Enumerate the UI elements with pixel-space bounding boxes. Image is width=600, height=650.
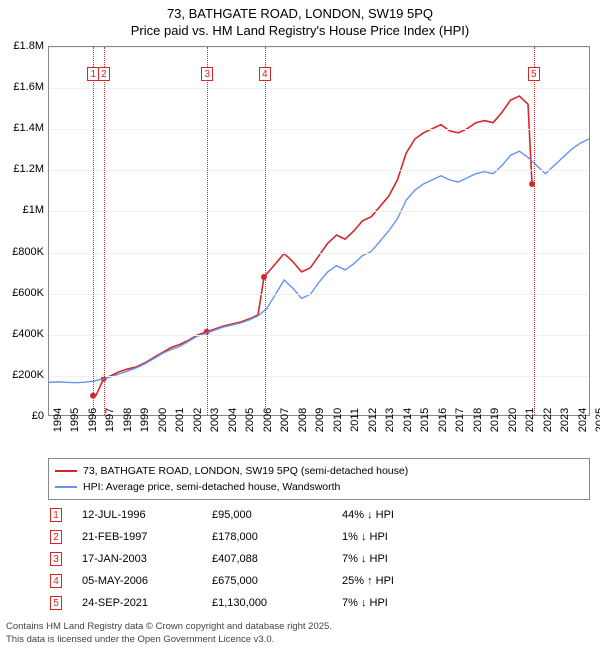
series-line bbox=[49, 139, 589, 383]
x-axis-label: 2009 bbox=[314, 408, 326, 432]
event-marker: 3 bbox=[201, 67, 213, 81]
event-price: £675,000 bbox=[212, 575, 322, 587]
x-axis-label: 2011 bbox=[349, 408, 361, 432]
event-marker: 5 bbox=[528, 67, 540, 81]
x-axis-label: 2000 bbox=[157, 408, 169, 432]
event-marker: 4 bbox=[259, 67, 271, 81]
legend-item: 73, BATHGATE ROAD, LONDON, SW19 5PQ (sem… bbox=[55, 463, 583, 479]
y-axis-label: £200K bbox=[4, 369, 44, 381]
event-date: 24-SEP-2021 bbox=[82, 597, 192, 609]
x-axis-label: 2004 bbox=[227, 408, 239, 432]
x-axis-label: 1999 bbox=[139, 408, 151, 432]
event-vertical-line bbox=[207, 47, 208, 415]
event-delta: 7% ↓ HPI bbox=[342, 597, 452, 609]
event-price: £407,088 bbox=[212, 553, 322, 565]
x-axis-label: 2013 bbox=[384, 408, 396, 432]
title-line-2: Price paid vs. HM Land Registry's House … bbox=[0, 23, 600, 40]
series-line bbox=[93, 96, 533, 396]
event-num-badge: 5 bbox=[50, 596, 62, 610]
x-axis-label: 2003 bbox=[209, 408, 221, 432]
footer-line-1: Contains HM Land Registry data © Crown c… bbox=[6, 621, 332, 633]
y-axis-label: £0 bbox=[4, 410, 44, 422]
event-table-row: 3 17-JAN-2003 £407,088 7% ↓ HPI bbox=[48, 548, 590, 570]
y-axis-label: £1.2M bbox=[4, 163, 44, 175]
x-axis-label: 2012 bbox=[367, 408, 379, 432]
x-axis-label: 1996 bbox=[87, 408, 99, 432]
x-axis-label: 2005 bbox=[244, 408, 256, 432]
x-axis-label: 1995 bbox=[69, 408, 81, 432]
event-price: £1,130,000 bbox=[212, 597, 322, 609]
event-date: 12-JUL-1996 bbox=[82, 509, 192, 521]
events-table: 1 12-JUL-1996 £95,000 44% ↓ HPI 2 21-FEB-1997… bbox=[48, 504, 590, 614]
event-vertical-line bbox=[534, 47, 535, 415]
y-axis-label: £800K bbox=[4, 246, 44, 258]
event-vertical-line bbox=[93, 47, 94, 415]
x-axis-label: 2017 bbox=[454, 408, 466, 432]
chart-header: 73, BATHGATE ROAD, LONDON, SW19 5PQ Pric… bbox=[0, 0, 600, 40]
x-axis-label: 2015 bbox=[419, 408, 431, 432]
footer-attribution: Contains HM Land Registry data © Crown c… bbox=[6, 621, 332, 646]
event-price: £95,000 bbox=[212, 509, 322, 521]
x-axis-label: 2010 bbox=[332, 408, 344, 432]
event-delta: 7% ↓ HPI bbox=[342, 553, 452, 565]
event-num-badge: 2 bbox=[50, 530, 62, 544]
y-axis-label: £1.8M bbox=[4, 40, 44, 52]
event-delta: 1% ↓ HPI bbox=[342, 531, 452, 543]
x-axis-label: 2008 bbox=[297, 408, 309, 432]
x-axis-label: 2019 bbox=[489, 408, 501, 432]
x-axis-label: 2020 bbox=[507, 408, 519, 432]
event-delta: 44% ↓ HPI bbox=[342, 509, 452, 521]
x-axis-label: 2001 bbox=[174, 408, 186, 432]
x-axis-label: 2014 bbox=[402, 408, 414, 432]
x-axis-label: 1997 bbox=[104, 408, 116, 432]
event-table-row: 4 05-MAY-2006 £675,000 25% ↑ HPI bbox=[48, 570, 590, 592]
event-num-badge: 1 bbox=[50, 508, 62, 522]
event-date: 17-JAN-2003 bbox=[82, 553, 192, 565]
legend-swatch bbox=[55, 486, 77, 488]
y-axis-label: £400K bbox=[4, 328, 44, 340]
x-axis-label: 2007 bbox=[279, 408, 291, 432]
event-num-badge: 3 bbox=[50, 552, 62, 566]
footer-line-2: This data is licensed under the Open Gov… bbox=[6, 634, 332, 646]
x-axis-label: 2024 bbox=[577, 408, 589, 432]
event-marker: 2 bbox=[98, 67, 110, 81]
x-axis-label: 2016 bbox=[437, 408, 449, 432]
x-axis-label: 2006 bbox=[262, 408, 274, 432]
legend-label: 73, BATHGATE ROAD, LONDON, SW19 5PQ (sem… bbox=[83, 465, 408, 477]
legend-swatch bbox=[55, 470, 77, 472]
event-price: £178,000 bbox=[212, 531, 322, 543]
chart-container: 73, BATHGATE ROAD, LONDON, SW19 5PQ Pric… bbox=[0, 0, 600, 650]
event-date: 05-MAY-2006 bbox=[82, 575, 192, 587]
legend-item: HPI: Average price, semi-detached house,… bbox=[55, 479, 583, 495]
y-axis-label: £1.6M bbox=[4, 81, 44, 93]
event-vertical-line bbox=[265, 47, 266, 415]
chart-legend: 73, BATHGATE ROAD, LONDON, SW19 5PQ (sem… bbox=[48, 458, 590, 500]
chart-lines-svg bbox=[49, 47, 589, 415]
x-axis-label: 2021 bbox=[524, 408, 536, 432]
x-axis-label: 2018 bbox=[472, 408, 484, 432]
x-axis-label: 1994 bbox=[52, 408, 64, 432]
event-delta: 25% ↑ HPI bbox=[342, 575, 452, 587]
event-num-badge: 4 bbox=[50, 574, 62, 588]
event-table-row: 2 21-FEB-1997 £178,000 1% ↓ HPI bbox=[48, 526, 590, 548]
y-axis-label: £1.4M bbox=[4, 122, 44, 134]
y-axis-label: £600K bbox=[4, 287, 44, 299]
x-axis-label: 2023 bbox=[559, 408, 571, 432]
event-table-row: 1 12-JUL-1996 £95,000 44% ↓ HPI bbox=[48, 504, 590, 526]
x-axis-label: 2022 bbox=[542, 408, 554, 432]
y-axis-label: £1M bbox=[4, 204, 44, 216]
x-axis-label: 2002 bbox=[192, 408, 204, 432]
event-date: 21-FEB-1997 bbox=[82, 531, 192, 543]
event-vertical-line bbox=[104, 47, 105, 415]
title-line-1: 73, BATHGATE ROAD, LONDON, SW19 5PQ bbox=[0, 6, 600, 23]
x-axis-label: 1998 bbox=[122, 408, 134, 432]
x-axis-label: 2025 bbox=[594, 408, 600, 432]
event-table-row: 5 24-SEP-2021 £1,130,000 7% ↓ HPI bbox=[48, 592, 590, 614]
chart-plot-area: 12345 bbox=[48, 46, 590, 416]
legend-label: HPI: Average price, semi-detached house,… bbox=[83, 481, 340, 493]
